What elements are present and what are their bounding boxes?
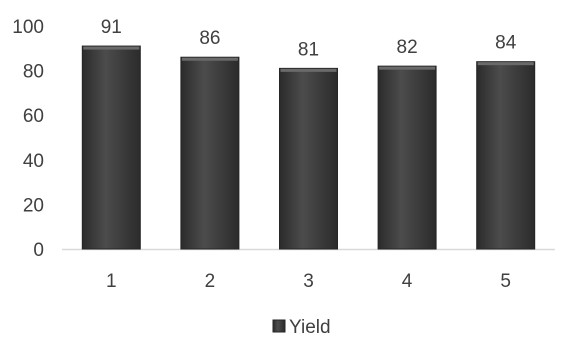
data-label-4: 82 (397, 37, 418, 58)
data-label-5: 84 (495, 33, 517, 54)
x-tick-label-1: 1 (106, 271, 117, 292)
legend-swatch-yield (272, 319, 286, 333)
y-tick-label: 20 (23, 195, 44, 216)
legend: Yield (272, 317, 331, 338)
y-tick-label: 100 (12, 17, 44, 38)
bar-bevel-4 (379, 66, 436, 70)
y-tick-label: 80 (23, 62, 44, 83)
data-label-3: 81 (298, 39, 319, 60)
x-tick-label-2: 2 (205, 271, 216, 292)
bar-4 (377, 65, 437, 250)
y-tick-label: 40 (23, 151, 44, 172)
bar-2 (180, 56, 240, 250)
bar-bevel-3 (280, 68, 337, 72)
bar-bevel-1 (83, 46, 140, 50)
data-label-2: 86 (199, 28, 220, 49)
data-label-1: 91 (101, 17, 122, 38)
y-axis-ticks: 0 20 40 60 80 100 (12, 17, 44, 261)
x-tick-label-4: 4 (402, 271, 413, 292)
bar-bevel-5 (477, 62, 534, 66)
y-tick-label: 0 (33, 240, 44, 261)
x-axis-ticks: 1 2 3 4 5 (106, 271, 511, 292)
bar-series-yield (81, 45, 536, 250)
bar-3 (279, 67, 338, 250)
y-tick-label: 60 (23, 106, 44, 127)
x-tick-label-5: 5 (500, 271, 511, 292)
legend-label-yield: Yield (289, 317, 331, 338)
bar-bevel-2 (181, 57, 238, 61)
bar-1 (81, 45, 141, 250)
x-tick-label-3: 3 (303, 271, 314, 292)
bar-5 (476, 61, 536, 250)
data-labels: 91 86 81 82 84 (101, 17, 517, 60)
